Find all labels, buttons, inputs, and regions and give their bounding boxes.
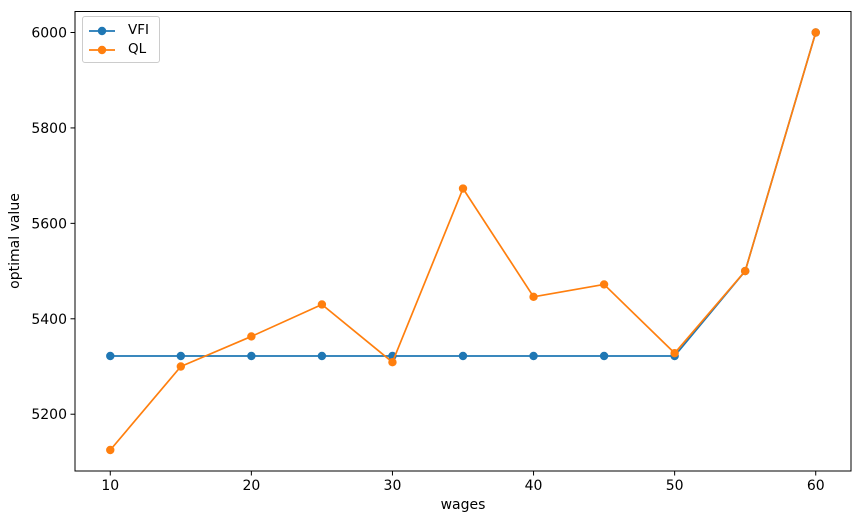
y-tick-label: 5200 (31, 407, 67, 423)
series-marker-ql (458, 184, 468, 193)
series-line-vfi (110, 32, 817, 357)
x-tick-label: 20 (242, 478, 260, 494)
series-marker-ql (670, 348, 679, 358)
series-line-ql (109, 32, 817, 451)
y-tick-label: 5600 (31, 216, 67, 232)
series-marker-ql (247, 332, 256, 341)
series-marker-vfi (106, 351, 115, 361)
legend-item-vfi: VFI (88, 21, 149, 40)
legend-sample-ql-line-icon (89, 45, 115, 54)
series-marker-vfi (529, 351, 538, 361)
legend-sample-vfi-line-icon (89, 26, 115, 35)
x-tick-label: 10 (101, 478, 119, 494)
series-marker-ql (529, 292, 538, 302)
x-tick-label: 50 (666, 478, 684, 494)
legend-item-ql: QL (88, 40, 149, 59)
series-marker-vfi (599, 351, 609, 361)
legend-label-ql: QL (128, 41, 147, 57)
y-tick-label: 5800 (31, 121, 67, 137)
series-marker-ql (811, 28, 820, 37)
legend: VFI QL (82, 16, 160, 63)
y-tick-label: 6000 (31, 25, 67, 41)
series-marker-ql (317, 300, 327, 309)
legend-label-vfi: VFI (128, 22, 149, 38)
series-marker-vfi (247, 351, 256, 361)
axes-frame (74, 11, 852, 472)
series-marker-ql (106, 445, 115, 455)
x-tick-label: 30 (384, 478, 402, 494)
series-marker-ql (388, 358, 397, 367)
x-tick-label: 40 (525, 478, 543, 494)
series-marker-vfi (317, 351, 327, 361)
x-tick-label: 60 (807, 478, 825, 494)
y-axis-label: optimal value (7, 193, 23, 289)
x-axis-label: wages (440, 497, 486, 513)
series-marker-vfi (176, 351, 186, 361)
series-marker-ql (176, 362, 186, 371)
series-marker-vfi (458, 351, 468, 361)
series-marker-ql (599, 280, 609, 289)
y-tick-label: 5400 (31, 312, 67, 328)
series-marker-ql (740, 266, 750, 276)
